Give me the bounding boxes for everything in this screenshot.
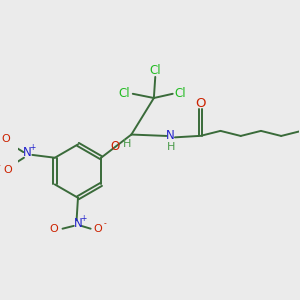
Text: O: O bbox=[4, 165, 12, 175]
Text: O: O bbox=[94, 224, 103, 234]
Text: O: O bbox=[110, 140, 119, 153]
Text: N: N bbox=[22, 146, 31, 160]
Text: Cl: Cl bbox=[149, 64, 161, 77]
Text: +: + bbox=[29, 143, 36, 152]
Text: N: N bbox=[74, 218, 82, 230]
Text: O: O bbox=[195, 97, 206, 110]
Text: O: O bbox=[2, 134, 10, 144]
Text: H: H bbox=[167, 142, 175, 152]
Text: Cl: Cl bbox=[118, 87, 130, 100]
Text: -: - bbox=[104, 219, 106, 228]
Text: Cl: Cl bbox=[175, 87, 186, 100]
Text: N: N bbox=[167, 129, 175, 142]
Text: H: H bbox=[123, 140, 131, 149]
Text: O: O bbox=[50, 224, 58, 234]
Text: +: + bbox=[80, 214, 87, 223]
